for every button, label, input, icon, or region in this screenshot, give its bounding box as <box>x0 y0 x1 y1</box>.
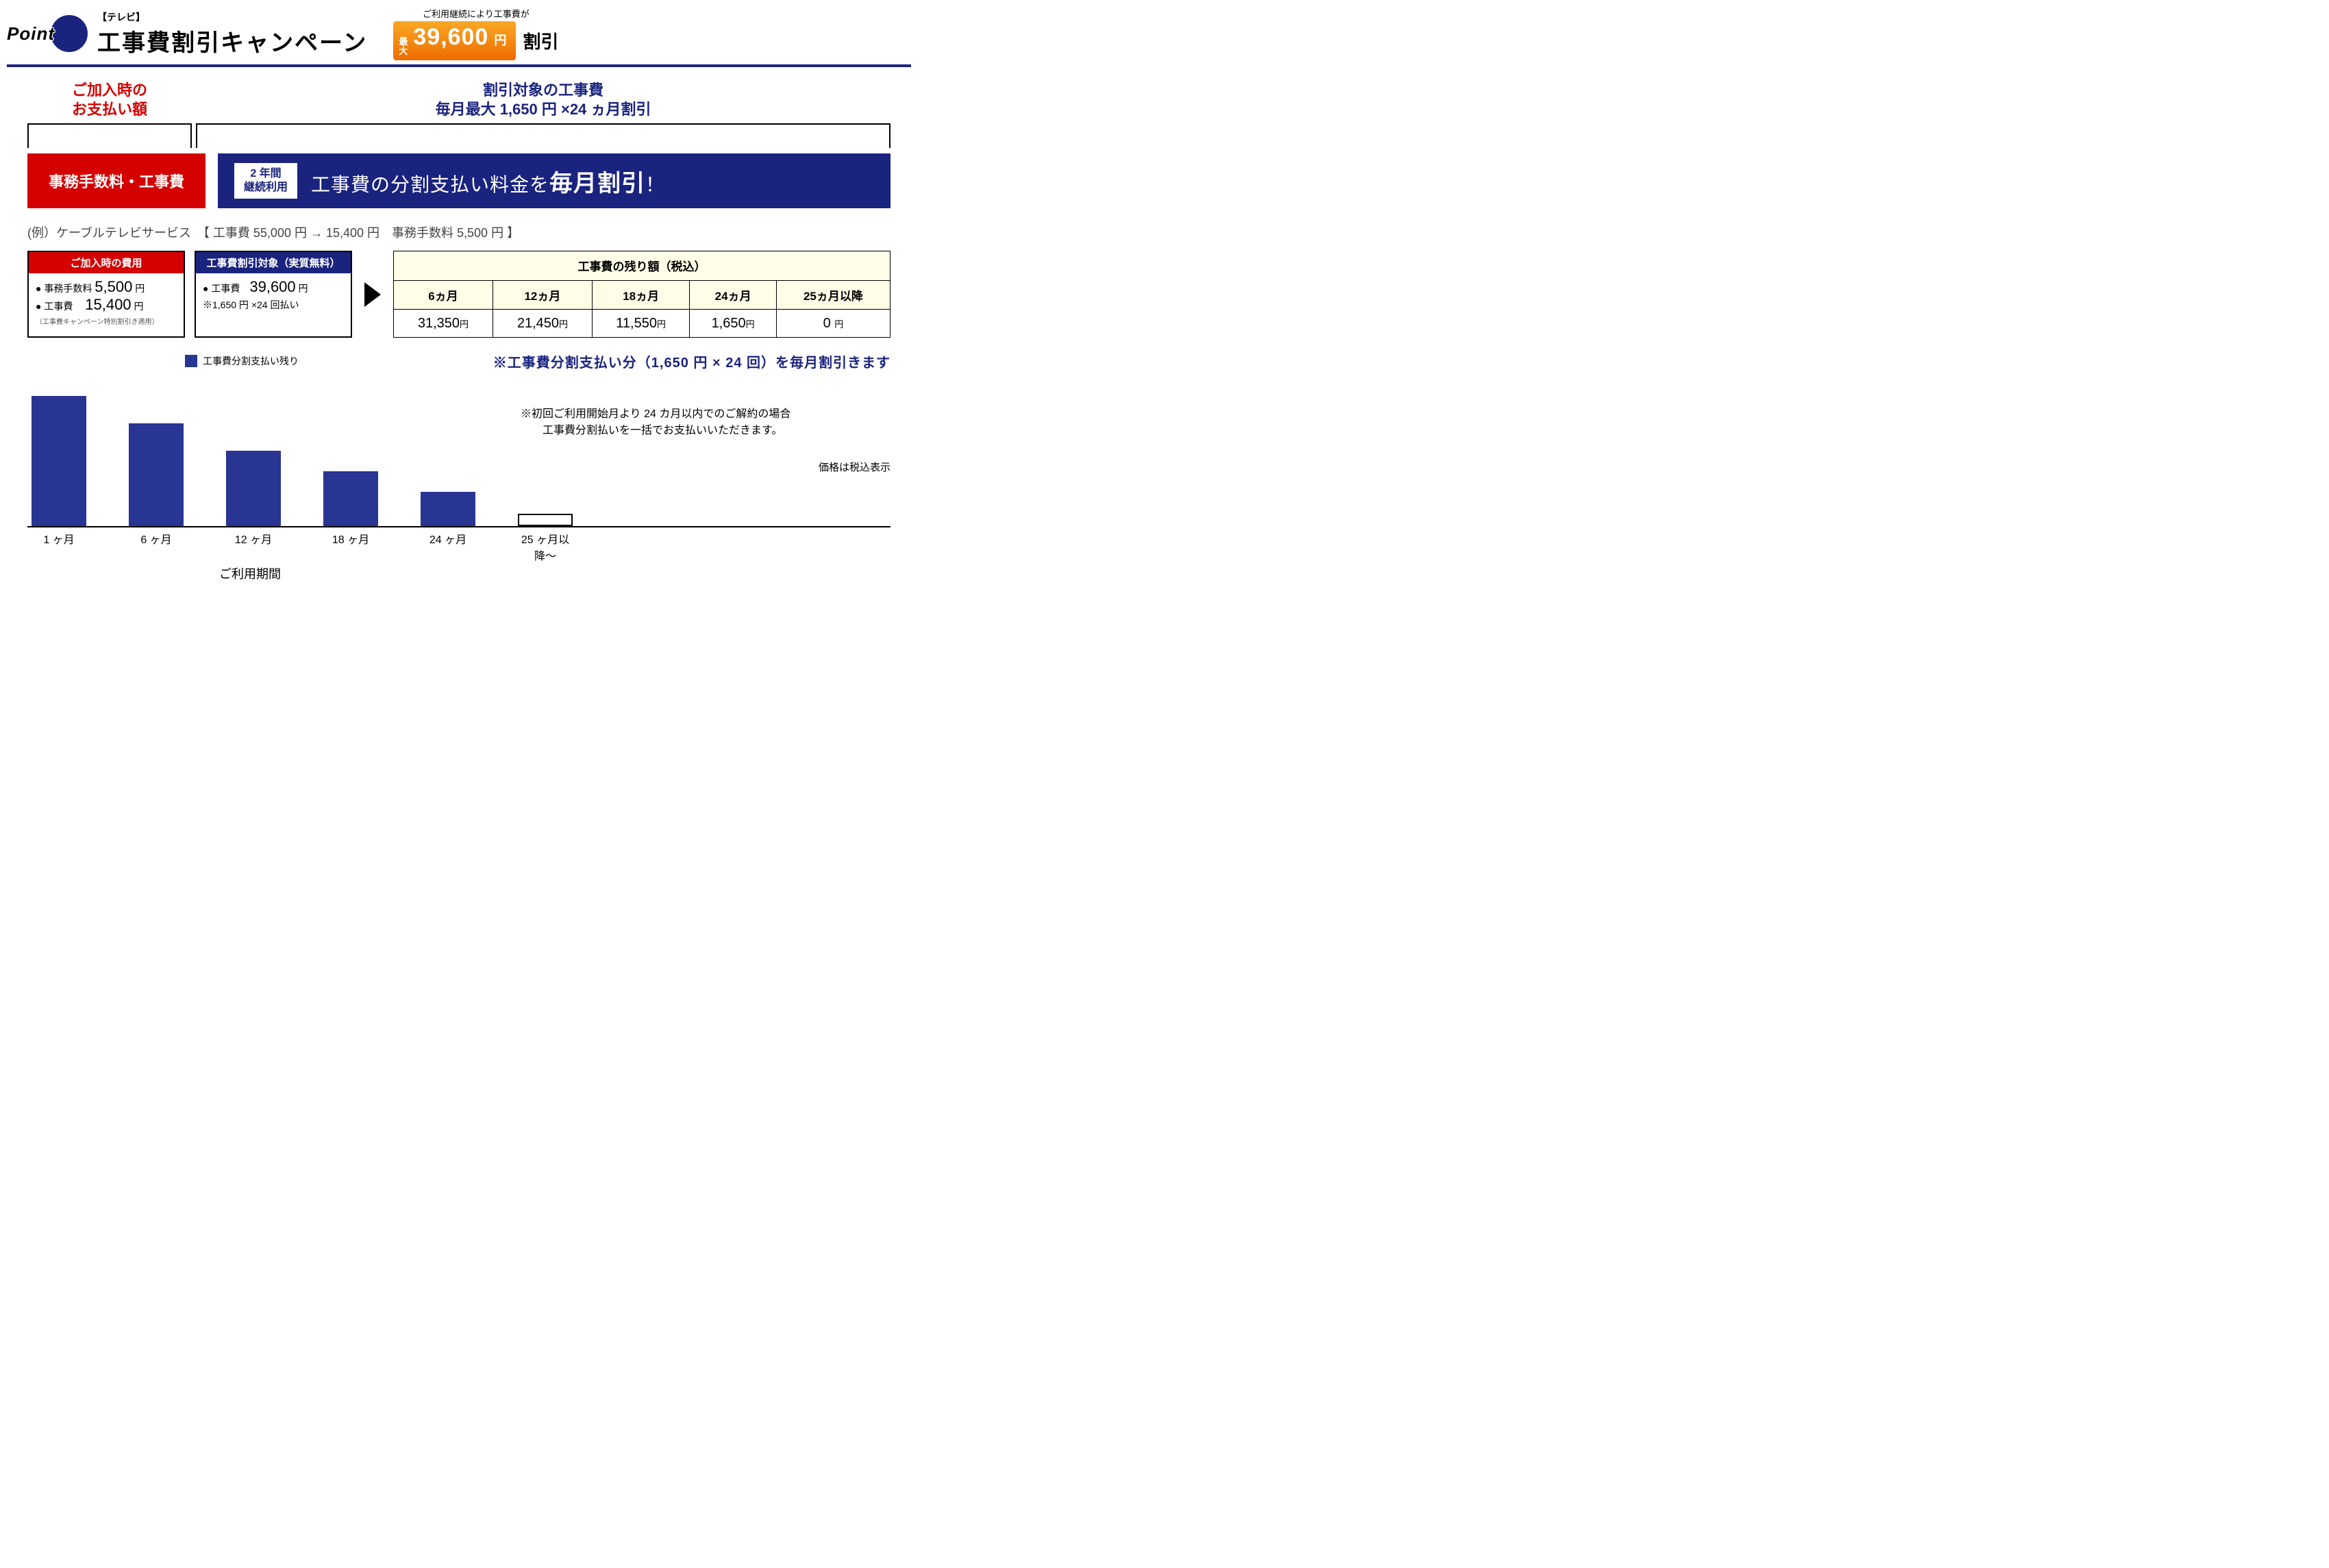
chart-xlabel: 12 ヶ月 <box>226 530 281 563</box>
fees-box: 事務手数料・工事費 <box>27 153 206 208</box>
amount-badge: 最 大 39,600 円 <box>393 21 516 60</box>
chart-xlabel: 24 ヶ月 <box>421 530 475 563</box>
chart-side-notes: ※初回ご利用開始月より 24 カ月以内でのご解約の場合 工事費分割払いを一括でお… <box>521 406 891 476</box>
chart-section: ※工事費分割支払い分（1,650 円 × 24 回）を毎月割引きます 工事費分割… <box>27 351 891 582</box>
discount-cost-box: 工事費割引対象（実質無料） ● 工事費 39,600 円 ※1,650 円 ×2… <box>195 251 352 338</box>
detail-row: ご加入時の費用 ● 事務手数料 5,500 円 ● 工事費 15,400 円 （… <box>27 251 891 338</box>
point-label: Point <box>7 23 55 45</box>
bracket-line-icon <box>196 123 891 141</box>
legend-swatch-icon <box>185 355 197 367</box>
bracket-line-icon <box>27 123 192 141</box>
title-block: 【テレビ】 工事費割引キャンペーン <box>97 10 367 58</box>
amount-supertext: ご利用継続により工事費が <box>393 7 558 20</box>
chart-bar <box>421 492 475 526</box>
chart-top-note: ※工事費分割支払い分（1,650 円 × 24 回）を毎月割引きます <box>27 351 891 371</box>
price-note: 価格は税込表示 <box>521 460 891 476</box>
chart-xlabel: 18 ヶ月 <box>323 530 378 563</box>
table-value-row: 31,350円 21,450円 11,550円 1,650円 0 円 <box>394 310 891 338</box>
bracket-left: ご加入時の お支払い額 <box>27 81 192 141</box>
chart-bar <box>226 451 281 526</box>
amount-block: ご利用継続により工事費が 最 大 39,600 円 割引 <box>393 7 558 60</box>
chart-xlabel: 25 ヶ月以降〜 <box>518 530 573 563</box>
point-badge: Point <box>7 15 88 52</box>
chart-xtitle: ご利用期間 <box>219 564 891 582</box>
table-title: 工事費の残り額（税込） <box>394 251 891 281</box>
example-text: (例）ケーブルテレビサービス 【 工事費 55,000 円 → 15,400 円… <box>27 223 891 241</box>
chart-bar <box>323 471 378 526</box>
discount-message-text: 工事費の分割支払い料金を毎月割引！ <box>311 164 665 198</box>
campaign-header: Point 【テレビ】 工事費割引キャンペーン ご利用継続により工事費が 最 大… <box>7 7 911 67</box>
bracket-right: 割引対象の工事費 毎月最大 1,650 円 ×24 ヵ月割引 <box>196 81 891 141</box>
join-cost-box: ご加入時の費用 ● 事務手数料 5,500 円 ● 工事費 15,400 円 （… <box>27 251 185 338</box>
chart-legend: 工事費分割支払い残り <box>185 354 299 368</box>
title-main: 工事費割引キャンペーン <box>97 24 367 58</box>
arrow-right-icon <box>364 282 381 307</box>
chart-bar <box>129 423 184 526</box>
chart-xlabels: 1 ヶ月 6 ヶ月 12 ヶ月 18 ヶ月 24 ヶ月 25 ヶ月以降〜 <box>27 527 891 563</box>
remaining-table: 工事費の残り額（税込） 6ヵ月 12ヵ月 18ヵ月 24ヵ月 25ヵ月以降 31… <box>393 251 891 338</box>
boxes-row: 事務手数料・工事費 2 年間 継続利用 工事費の分割支払い料金を毎月割引！ <box>27 153 891 208</box>
amount-yen: 円 <box>494 31 506 49</box>
chart-bar <box>518 514 573 526</box>
table-header-row: 6ヵ月 12ヵ月 18ヵ月 24ヵ月 25ヵ月以降 <box>394 280 891 310</box>
chart-bar <box>32 396 86 526</box>
point-circle-icon <box>51 15 88 52</box>
amount-value: 39,600 <box>413 24 488 51</box>
amount-discount-label: 割引 <box>523 28 558 53</box>
bracket-row: ご加入時の お支払い額 割引対象の工事費 毎月最大 1,650 円 ×24 ヵ月… <box>27 81 891 141</box>
discount-message-box: 2 年間 継続利用 工事費の分割支払い料金を毎月割引！ <box>218 153 891 208</box>
title-category: 【テレビ】 <box>97 10 367 24</box>
chart-xlabel: 6 ヶ月 <box>129 530 184 563</box>
two-year-tag: 2 年間 継続利用 <box>234 163 297 199</box>
chart-xlabel: 1 ヶ月 <box>32 530 86 563</box>
amount-max-label: 最 大 <box>399 37 408 56</box>
